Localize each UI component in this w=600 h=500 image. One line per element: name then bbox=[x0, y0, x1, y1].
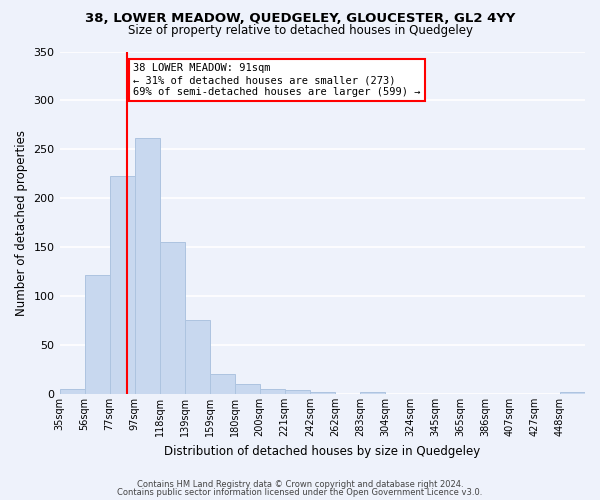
Text: Size of property relative to detached houses in Quedgeley: Size of property relative to detached ho… bbox=[128, 24, 473, 37]
Bar bbox=[209, 374, 235, 394]
Bar bbox=[310, 392, 335, 394]
Text: 38, LOWER MEADOW, QUEDGELEY, GLOUCESTER, GL2 4YY: 38, LOWER MEADOW, QUEDGELEY, GLOUCESTER,… bbox=[85, 12, 515, 26]
Text: Contains HM Land Registry data © Crown copyright and database right 2024.: Contains HM Land Registry data © Crown c… bbox=[137, 480, 463, 489]
Bar bbox=[134, 138, 160, 394]
Bar bbox=[285, 390, 310, 394]
Bar bbox=[110, 176, 134, 394]
Bar bbox=[560, 392, 585, 394]
Text: Contains public sector information licensed under the Open Government Licence v3: Contains public sector information licen… bbox=[118, 488, 482, 497]
Bar bbox=[160, 242, 185, 394]
Y-axis label: Number of detached properties: Number of detached properties bbox=[15, 130, 28, 316]
Text: 38 LOWER MEADOW: 91sqm
← 31% of detached houses are smaller (273)
69% of semi-de: 38 LOWER MEADOW: 91sqm ← 31% of detached… bbox=[133, 64, 421, 96]
Bar bbox=[185, 320, 209, 394]
Bar bbox=[235, 384, 260, 394]
Bar bbox=[59, 389, 85, 394]
Bar bbox=[85, 274, 110, 394]
Bar bbox=[260, 389, 285, 394]
X-axis label: Distribution of detached houses by size in Quedgeley: Distribution of detached houses by size … bbox=[164, 444, 481, 458]
Bar bbox=[360, 392, 385, 394]
